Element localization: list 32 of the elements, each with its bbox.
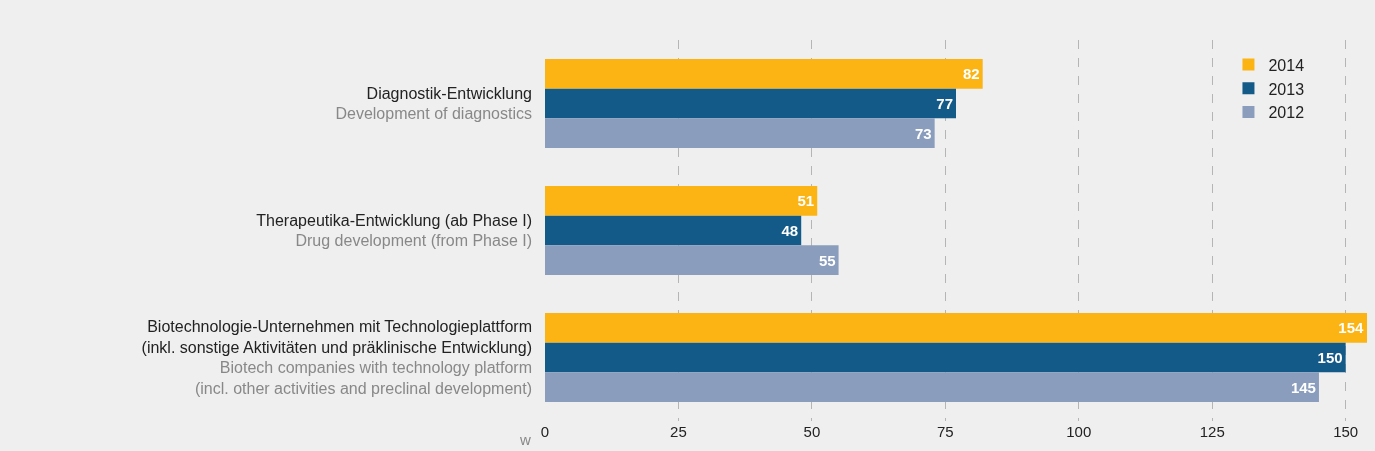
bar [545,88,956,119]
data-label: 73 [914,124,932,142]
x-tick-label: 0 [540,423,550,440]
bar [545,59,983,89]
data-label: 48 [781,222,799,239]
y-tick-label: Biotechnologie-Unternehmen mit Technologieplattform (inkl. sonstige Aktivitäten und präklinische Entwicklung) Biotech companies with technology platform (incl. other activities and preclinal development) [141,317,532,398]
data-label: 82 [963,65,980,83]
bar [545,215,802,246]
x-tick-label: 100 [1066,423,1092,440]
x-tick-label: 25 [670,423,687,440]
data-label: 154 [1338,319,1364,337]
bar [545,372,1319,402]
y-tick-label: Therapeutika-Entwicklung (ab Phase I) Drug development (from Phase I) [256,211,532,250]
legend-label: 2014 [1268,56,1305,74]
data-label: 145 [1290,378,1316,396]
data-label: 77 [936,95,953,112]
x-tick-label: 125 [1199,423,1225,440]
x-tick-label: 150 [1333,423,1359,440]
x-tick-label: 50 [803,423,821,440]
data-label: 150 [1317,349,1343,366]
y-tick-label: Diagnostik-Entwicklung Development of diagnostics [335,84,532,123]
bar [545,118,935,148]
legend-label: 2013 [1268,80,1305,98]
bar [545,342,1346,373]
bar [545,245,839,275]
bar [545,313,1367,343]
x-tick-label: 75 [936,423,954,440]
legend-label: 2012 [1268,104,1305,122]
bar [545,186,818,216]
text: w [519,431,531,448]
data-label: 51 [797,192,815,210]
data-label: 55 [818,251,836,269]
